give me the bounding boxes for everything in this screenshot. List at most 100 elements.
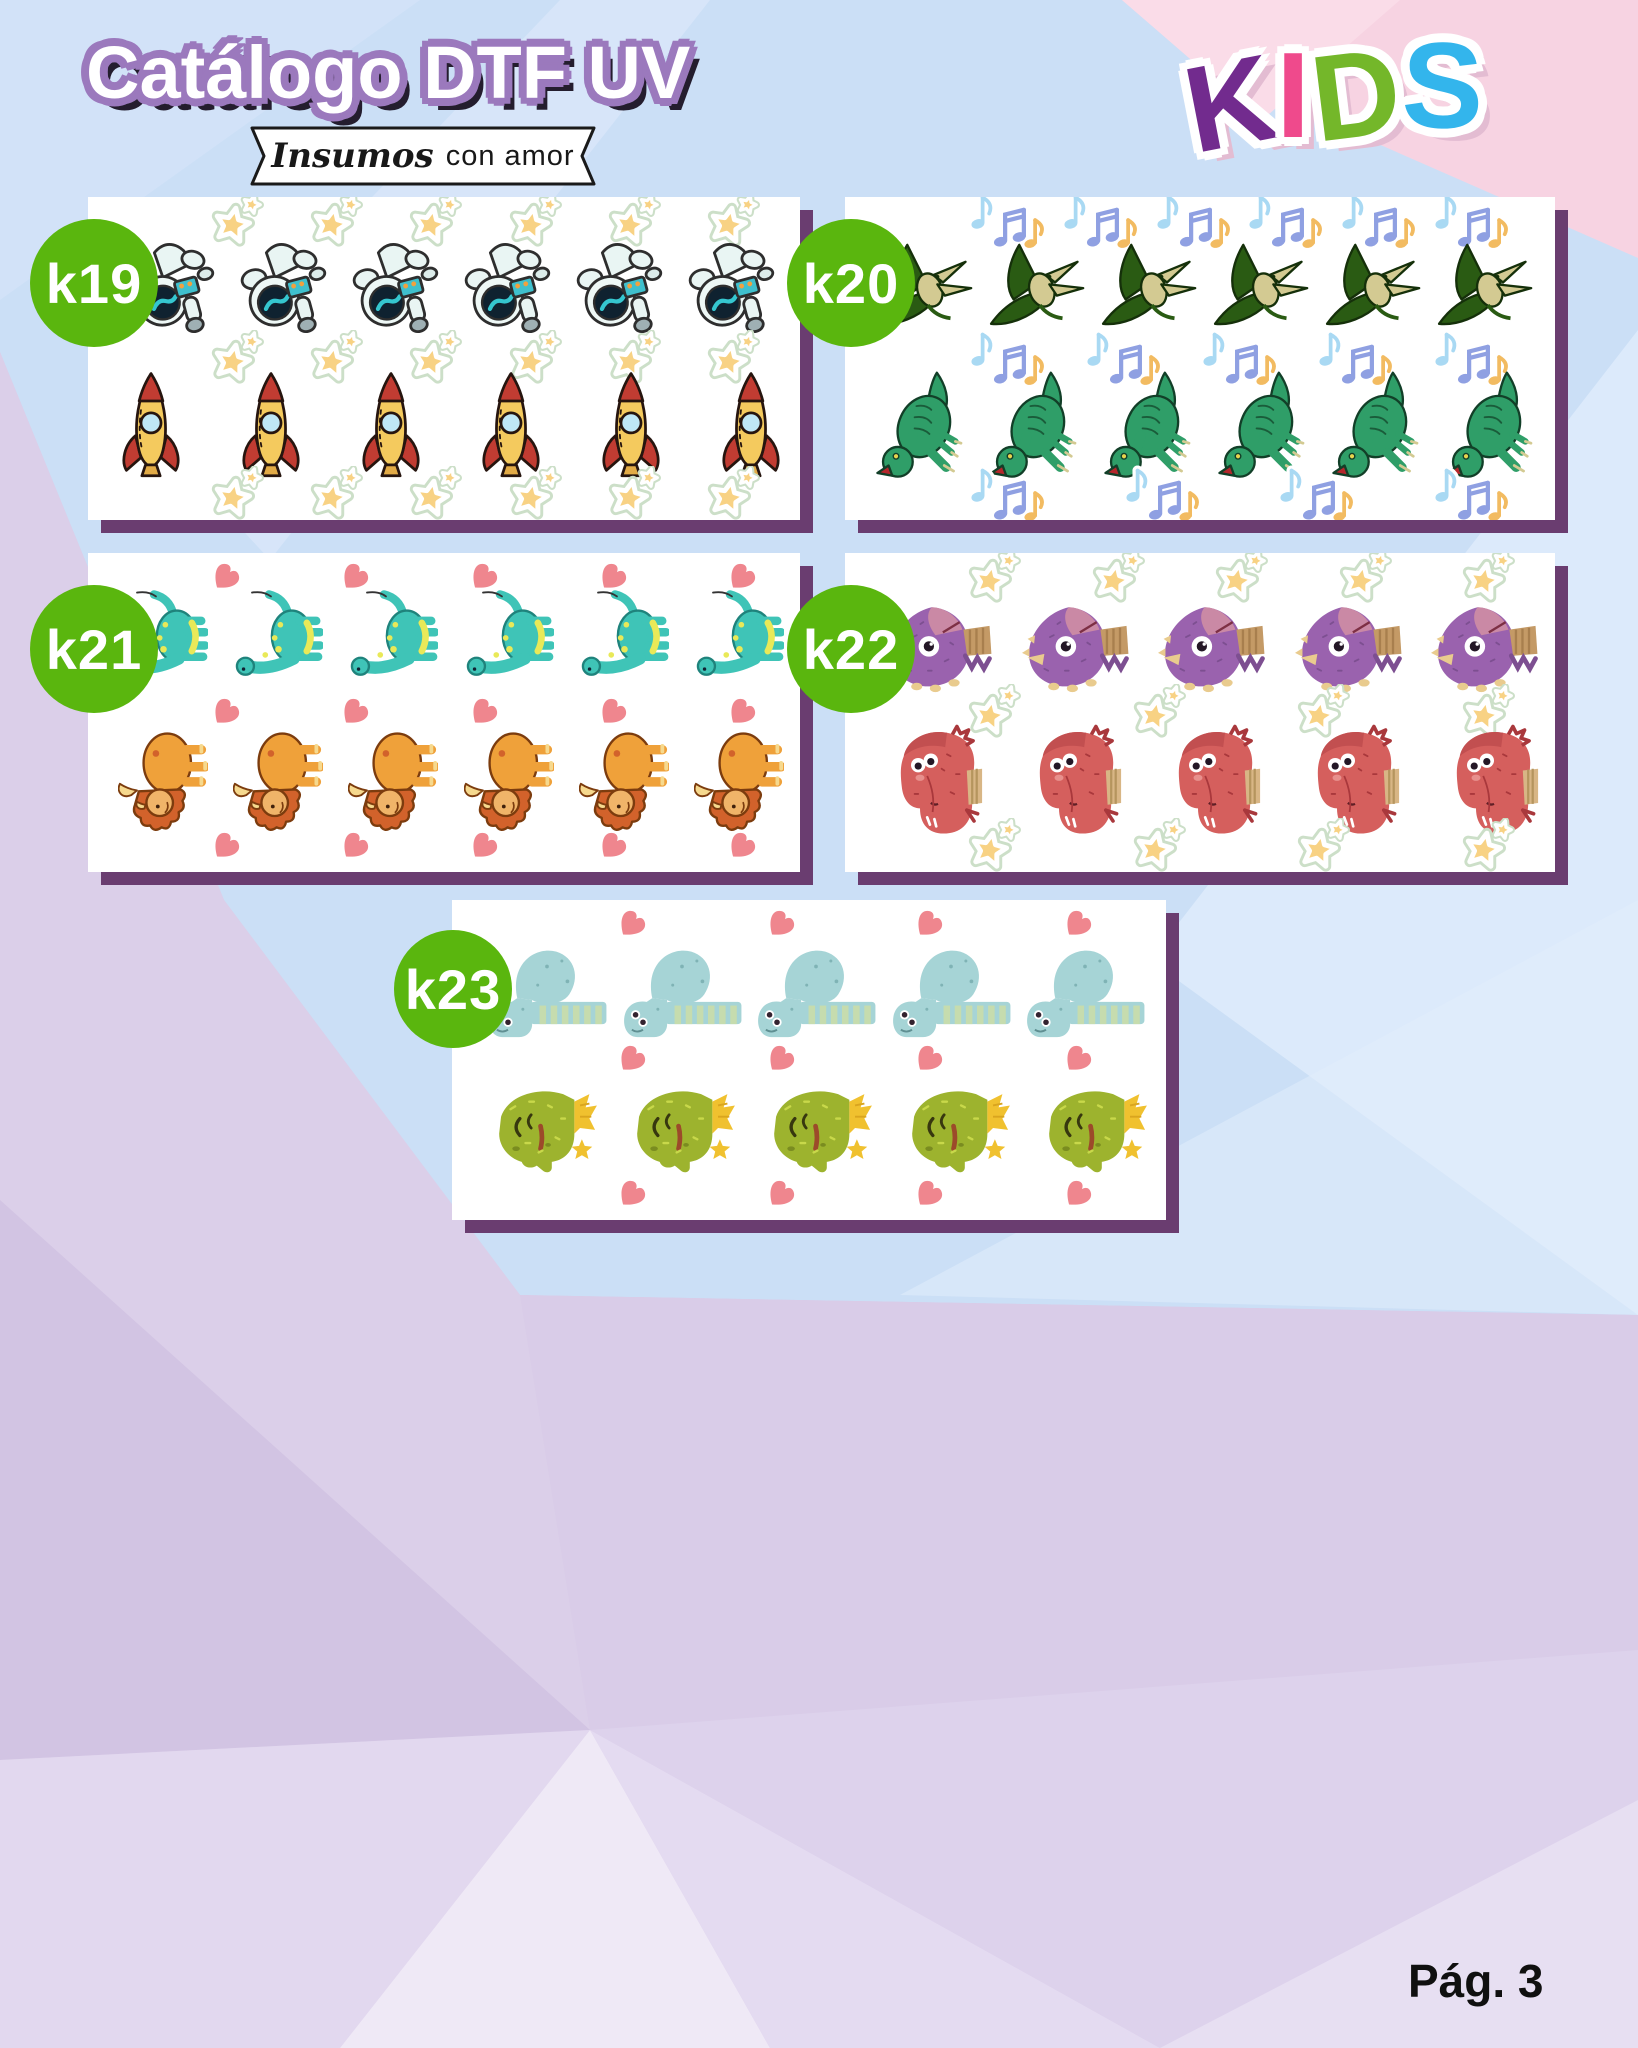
heart-sticker — [1058, 1176, 1096, 1214]
blue-sauropod-sticker — [886, 944, 1016, 1042]
t-rex-sticker — [875, 369, 969, 485]
heart-sticker — [909, 1176, 947, 1214]
sticker-row-notes — [845, 205, 1555, 239]
music-notes-sticker — [963, 465, 1051, 520]
triceratops-sticker — [579, 723, 669, 837]
catalog-panel-k20: K20 — [787, 197, 1555, 520]
sticker-row-heart — [452, 1043, 1166, 1077]
ribbon-banner-shape — [250, 126, 596, 186]
purple-dino-sticker — [1421, 596, 1539, 694]
heart-sticker — [612, 906, 650, 944]
ribbon-rest-text: con amor — [445, 139, 575, 172]
heart-sticker — [761, 1041, 799, 1079]
triceratops-sticker — [694, 723, 784, 837]
star-sticker — [404, 466, 462, 520]
sticker-row-heart — [452, 908, 1166, 942]
sticker-row-star — [88, 342, 800, 376]
music-notes-sticker — [1427, 465, 1515, 520]
blue-sauropod-sticker — [1020, 944, 1150, 1042]
heart-sticker — [612, 1041, 650, 1079]
star-sticker — [702, 466, 760, 520]
design-code-badge: K21 — [30, 585, 158, 713]
heart-sticker — [761, 1176, 799, 1214]
heart-sticker — [909, 1041, 947, 1079]
design-code-label: K23 — [404, 957, 502, 1021]
heart-sticker — [722, 828, 760, 866]
sticker-row-red — [845, 730, 1555, 830]
page-number: Pág. 3 — [1408, 1955, 1544, 2007]
pterodactyl-sticker — [1211, 243, 1315, 337]
kids-logo: KIDS — [1174, 16, 1490, 179]
star-sticker — [603, 466, 661, 520]
design-code-badge: K19 — [30, 219, 158, 347]
kids-logo-letter: K — [1174, 27, 1289, 179]
music-notes-sticker — [1272, 465, 1360, 520]
sticker-row-ptero — [845, 240, 1555, 340]
purple-dino-sticker — [1285, 596, 1403, 694]
sticker-row-tric — [88, 730, 800, 830]
star-sticker — [504, 466, 562, 520]
sticker-row-notes — [845, 478, 1555, 512]
pterodactyl-sticker — [987, 243, 1091, 337]
design-code-badge: K22 — [787, 585, 915, 713]
catalog-panel-k22: K22 — [787, 553, 1555, 872]
sticker-row-star — [845, 830, 1555, 864]
sticker-sheet — [845, 553, 1555, 872]
sticker-row-heart — [88, 830, 800, 864]
music-notes-sticker — [1118, 465, 1206, 520]
green-dino-sticker — [895, 1081, 1013, 1175]
triceratops-sticker — [348, 723, 438, 837]
heart-sticker — [909, 906, 947, 944]
sticker-sheet — [88, 197, 800, 520]
ribbon-script-word: Insumos — [271, 136, 434, 176]
triceratops-sticker — [464, 723, 554, 837]
sticker-sheet — [845, 197, 1555, 520]
triceratops-sticker — [233, 723, 323, 837]
heart-sticker — [464, 828, 502, 866]
design-code-badge: K23 — [394, 930, 512, 1048]
pterodactyl-sticker — [1323, 243, 1427, 337]
sticker-sheet — [452, 900, 1166, 1220]
green-dino-sticker — [482, 1081, 600, 1175]
heart-sticker — [335, 828, 373, 866]
teal-sauropod-sticker — [233, 586, 323, 704]
sticker-sheet — [88, 553, 800, 872]
heart-sticker — [206, 828, 244, 866]
star-sticker — [1292, 818, 1350, 872]
catalog-panel-k23: K23 — [394, 900, 1166, 1220]
sticker-row-sauro — [88, 595, 800, 695]
heart-sticker — [593, 828, 631, 866]
sticker-row-purple — [845, 595, 1555, 695]
sticker-row-astronaut — [88, 240, 800, 340]
blue-sauropod-sticker — [617, 944, 747, 1042]
heart-sticker — [761, 906, 799, 944]
design-code-badge: K20 — [787, 219, 915, 347]
kids-logo-letter: S — [1400, 16, 1487, 155]
sticker-row-rocket — [88, 377, 800, 477]
star-sticker — [1457, 818, 1515, 872]
blue-sauropod-sticker — [751, 944, 881, 1042]
star-sticker — [305, 466, 363, 520]
heart-sticker — [1058, 1041, 1096, 1079]
heart-sticker — [1058, 906, 1096, 944]
design-code-label: K20 — [802, 251, 900, 315]
sticker-row-bluedino — [452, 943, 1166, 1043]
sticker-row-greendino — [452, 1078, 1166, 1178]
catalog-panel-k21: K21 — [30, 553, 800, 872]
catalog-panel-k19: K19 — [30, 197, 800, 520]
rocket-sticker — [118, 370, 184, 484]
green-dino-sticker — [620, 1081, 738, 1175]
design-code-label: K21 — [45, 617, 143, 681]
green-dino-sticker — [1032, 1081, 1150, 1175]
teal-sauropod-sticker — [694, 586, 784, 704]
design-code-label: K19 — [45, 251, 143, 315]
purple-dino-sticker — [1012, 596, 1130, 694]
heart-sticker — [612, 1176, 650, 1214]
sticker-row-trex — [845, 377, 1555, 477]
star-sticker — [206, 466, 264, 520]
pterodactyl-sticker — [1435, 243, 1539, 337]
page-title: Catálogo DTF UV — [86, 31, 691, 114]
kids-logo-letter: D — [1304, 21, 1411, 168]
sticker-row-star — [845, 561, 1555, 595]
subtitle-ribbon: Insumos con amor — [238, 124, 608, 188]
